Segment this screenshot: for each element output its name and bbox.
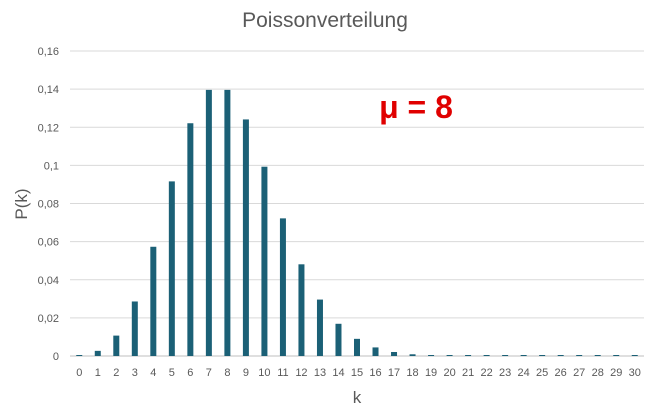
x-tick-label: 8 (224, 367, 230, 379)
x-tick-label: 4 (150, 367, 156, 379)
x-tick-label: 19 (425, 367, 437, 379)
x-tick-label: 11 (277, 367, 288, 379)
x-tick-label: 18 (406, 367, 418, 379)
bar-k-23 (502, 355, 509, 356)
bar-k-16 (372, 347, 379, 356)
x-tick-label: 10 (258, 367, 270, 379)
bar-k-12 (298, 264, 305, 356)
bars (76, 89, 638, 356)
bar-k-18 (409, 354, 416, 356)
x-tick-label: 28 (592, 367, 604, 379)
x-tick-labels: 0 1 2 3 4 5 6 7 8 9 10 11 12 13 14 15 16 17 18 19 20 21 22 23 24… (76, 367, 641, 379)
y-tick-label: 0,1 (44, 160, 59, 172)
x-tick-label: 16 (369, 367, 381, 379)
bar-k-9 (242, 119, 249, 356)
bar-k-4 (150, 246, 157, 356)
bar-k-15 (354, 338, 360, 356)
bar-k-21 (465, 355, 472, 356)
bar-k-14 (335, 323, 342, 356)
x-tick-label: 9 (243, 367, 249, 379)
bar-k-2 (113, 335, 120, 356)
bar-k-19 (428, 355, 435, 356)
bar-k-7 (205, 89, 212, 356)
x-tick-label: 14 (332, 367, 344, 379)
bar-k-28 (594, 355, 601, 356)
x-tick-label: 13 (314, 367, 326, 379)
y-tick-labels: 0 0,02 0,04 0,06 0,08 0,1 0,12 0,14 0,16 (38, 46, 59, 363)
x-tick-label: 3 (132, 367, 138, 379)
x-tick-label: 17 (388, 367, 400, 379)
gridlines (70, 50, 644, 357)
bar-k-30 (631, 355, 638, 356)
x-tick-label: 29 (610, 367, 622, 379)
x-tick-label: 5 (169, 367, 175, 379)
bar-k-25 (539, 355, 546, 356)
bar-k-0 (76, 355, 83, 356)
bar-k-13 (316, 299, 323, 356)
x-tick-label: 2 (113, 367, 119, 379)
y-tick-label: 0 (53, 351, 59, 363)
y-tick-label: 0,16 (38, 46, 59, 58)
x-tick-label: 7 (206, 367, 212, 379)
bar-k-5 (168, 181, 175, 356)
x-tick-label: 12 (295, 367, 307, 379)
bar-k-10 (261, 166, 268, 356)
x-tick-label: 30 (629, 367, 641, 379)
x-tick-label: 26 (555, 367, 567, 379)
x-tick-label: 23 (499, 367, 511, 379)
y-tick-label: 0,08 (38, 199, 59, 211)
y-tick-label: 0,06 (38, 237, 59, 249)
bar-k-8 (224, 89, 231, 356)
y-tick-label: 0,14 (38, 84, 59, 96)
x-tick-label: 6 (187, 367, 193, 379)
bar-k-27 (576, 355, 583, 356)
bar-k-11 (279, 218, 286, 356)
x-tick-label: 15 (351, 367, 363, 379)
y-tick-label: 0,02 (38, 313, 59, 325)
x-tick-label: 24 (518, 367, 530, 379)
x-tick-label: 22 (480, 367, 492, 379)
x-tick-label: 0 (76, 367, 82, 379)
bar-k-26 (557, 355, 564, 356)
x-tick-label: 27 (573, 367, 585, 379)
x-tick-label: 20 (443, 367, 455, 379)
mu-annotation: μ = 8 (379, 89, 453, 125)
bar-k-24 (520, 355, 527, 356)
y-tick-label: 0,04 (38, 275, 59, 287)
chart-title: Poissonverteilung (242, 9, 408, 32)
y-tick-label: 0,12 (38, 122, 59, 134)
x-tick-label: 21 (462, 367, 474, 379)
bar-k-17 (391, 351, 398, 356)
x-tick-label: 25 (536, 367, 548, 379)
x-tick-label: 1 (95, 367, 101, 379)
y-axis-label: P(k) (12, 188, 31, 219)
bar-k-22 (483, 355, 490, 356)
bar-k-6 (187, 123, 194, 356)
bar-k-20 (446, 355, 453, 356)
bar-k-1 (94, 350, 101, 356)
x-axis-label: k (353, 388, 362, 407)
bar-k-3 (131, 301, 138, 356)
bar-k-29 (613, 355, 620, 356)
